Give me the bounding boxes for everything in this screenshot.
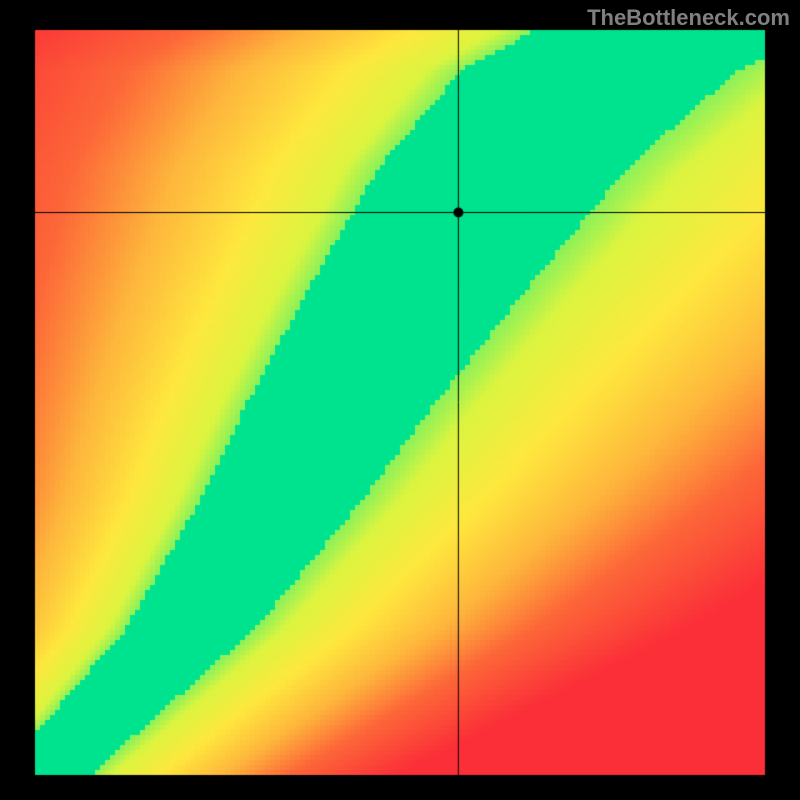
heatmap-canvas: [0, 0, 800, 800]
watermark-label: TheBottleneck.com: [587, 5, 790, 31]
chart-container: TheBottleneck.com: [0, 0, 800, 800]
